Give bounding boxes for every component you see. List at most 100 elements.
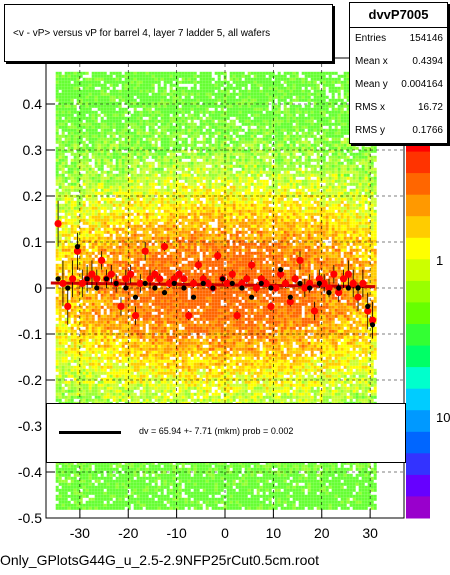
density-cell — [82, 257, 86, 261]
density-cell — [133, 215, 137, 219]
density-cell — [118, 392, 122, 396]
density-cell — [88, 95, 92, 99]
density-cell — [103, 272, 107, 276]
density-cell — [145, 470, 149, 474]
density-cell — [130, 326, 134, 330]
density-cell — [55, 86, 59, 90]
density-cell — [70, 482, 74, 486]
density-cell — [97, 491, 101, 495]
density-cell — [124, 242, 128, 246]
density-cell — [85, 221, 89, 225]
density-cell — [88, 221, 92, 225]
density-cell — [142, 242, 146, 246]
density-cell — [115, 293, 119, 297]
density-cell — [148, 296, 152, 300]
density-cell — [85, 305, 89, 309]
density-cell — [127, 350, 131, 354]
density-cell — [100, 161, 104, 165]
density-cell — [106, 128, 110, 132]
density-cell — [109, 89, 113, 93]
density-cell — [157, 269, 161, 273]
density-cell — [115, 383, 119, 387]
density-cell — [79, 104, 83, 108]
density-cell — [142, 494, 146, 498]
density-cell — [157, 356, 161, 360]
density-cell — [124, 317, 128, 321]
density-cell — [160, 287, 164, 291]
density-cell — [91, 206, 95, 210]
density-cell — [121, 494, 125, 498]
density-cell — [103, 464, 107, 468]
density-cell — [145, 485, 149, 489]
density-cell — [157, 110, 161, 114]
density-cell — [148, 257, 152, 261]
density-cell — [55, 80, 59, 84]
density-cell — [151, 215, 155, 219]
density-cell — [163, 338, 167, 342]
density-cell — [97, 83, 101, 87]
density-cell — [127, 299, 131, 303]
density-cell — [112, 95, 116, 99]
density-cell — [148, 485, 152, 489]
density-cell — [85, 257, 89, 261]
density-cell — [118, 287, 122, 291]
density-cell — [82, 272, 86, 276]
density-cell — [127, 110, 131, 114]
density-cell — [127, 263, 131, 267]
density-cell — [94, 485, 98, 489]
density-cell — [67, 227, 71, 231]
density-cell — [121, 467, 125, 471]
density-cell — [55, 263, 59, 267]
density-cell — [142, 122, 146, 126]
density-cell — [61, 326, 65, 330]
density-cell — [163, 149, 167, 153]
density-cell — [97, 266, 101, 270]
density-cell — [79, 365, 83, 369]
density-cell — [133, 110, 137, 114]
density-cell — [97, 464, 101, 468]
density-cell — [130, 299, 134, 303]
density-cell — [121, 503, 125, 507]
density-cell — [142, 278, 146, 282]
density-cell — [163, 161, 167, 165]
density-cell — [55, 296, 59, 300]
density-cell — [130, 242, 134, 246]
density-cell — [103, 146, 107, 150]
density-cell — [109, 158, 113, 162]
density-cell — [64, 464, 68, 468]
density-cell — [133, 140, 137, 144]
density-cell — [64, 293, 68, 297]
density-cell — [163, 476, 167, 480]
density-cell — [91, 215, 95, 219]
density-cell — [163, 170, 167, 174]
density-cell — [76, 74, 80, 78]
density-cell — [130, 203, 134, 207]
density-cell — [142, 77, 146, 81]
density-cell — [94, 92, 98, 96]
density-cell — [118, 218, 122, 222]
density-cell — [157, 326, 161, 330]
density-cell — [127, 362, 131, 366]
density-cell — [160, 380, 164, 384]
density-cell — [112, 191, 116, 195]
density-cell — [139, 125, 143, 129]
density-cell — [145, 146, 149, 150]
density-cell — [154, 359, 158, 363]
density-cell — [88, 101, 92, 105]
density-cell — [85, 398, 89, 402]
density-cell — [127, 380, 131, 384]
density-cell — [115, 491, 119, 495]
density-cell — [130, 146, 134, 150]
density-cell — [55, 461, 59, 465]
density-cell — [163, 155, 167, 159]
density-cell — [55, 203, 59, 207]
density-cell — [133, 173, 137, 177]
density-cell — [118, 107, 122, 111]
density-cell — [130, 371, 134, 375]
density-cell — [169, 227, 173, 231]
density-cell — [127, 191, 131, 195]
density-cell — [160, 170, 164, 174]
density-cell — [85, 155, 89, 159]
density-cell — [142, 134, 146, 138]
density-cell — [79, 350, 83, 354]
